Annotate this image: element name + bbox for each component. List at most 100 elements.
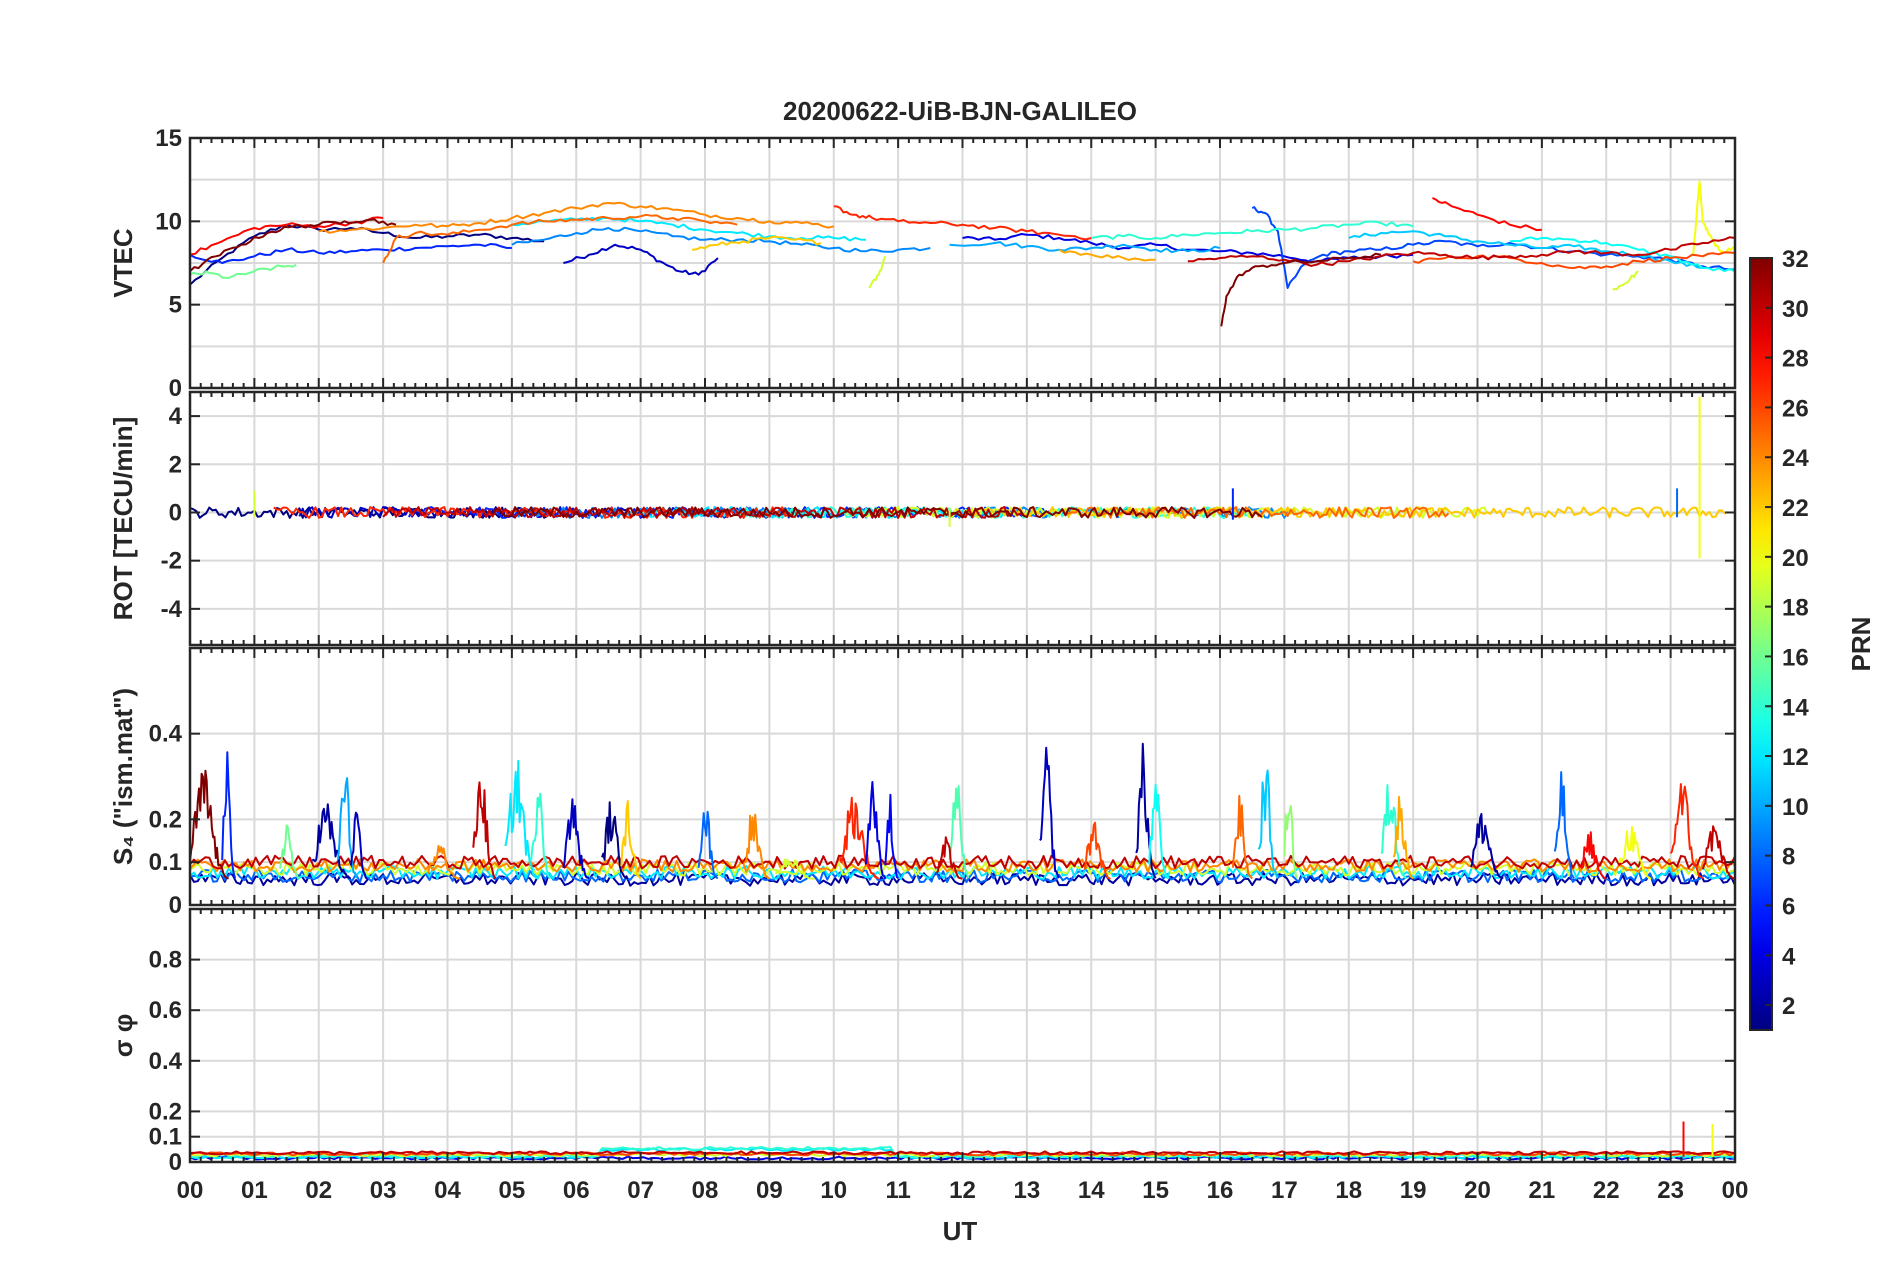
vtec-trace-prn-14 [1091, 220, 1414, 241]
vtec-trace-prn-19 [1612, 270, 1639, 291]
vtec-trace-prn-20 [1692, 180, 1735, 255]
colorbar-tick-label: 14 [1782, 694, 1809, 721]
colorbar-tick-label: 32 [1782, 246, 1809, 273]
rot-trace-prn-32 [491, 506, 1263, 519]
x-tick-label: 17 [1271, 1177, 1298, 1204]
colorbar-tick-label: 12 [1782, 744, 1809, 771]
s4-burst-prn-28 [1579, 831, 1607, 880]
vtec-trace-prn-11 [1348, 230, 1703, 269]
panel-s4: 0 0.1 0.2 0.4 S₄ ("ism.mat") [108, 646, 1737, 919]
s4-burst-prn-17 [1283, 804, 1299, 879]
y-tick-label: 0 [169, 499, 182, 526]
s4-burst-prn-23 [1392, 795, 1414, 880]
colorbar-tick-label: 18 [1782, 595, 1809, 622]
x-tick-label: 08 [692, 1177, 719, 1204]
s4-burst-prn-2 [1470, 813, 1504, 880]
y-tick-label: 0.1 [149, 1124, 182, 1151]
colorbar-label: PRN [1846, 617, 1876, 672]
s4-burst-prn-30 [935, 836, 963, 880]
s4-burst-prn-12 [504, 759, 538, 880]
panel-rot: -4 -2 0 2 4 ROT [TECU/min] [108, 390, 1737, 647]
colorbar-tick-label: 4 [1782, 943, 1796, 970]
s4-burst-prn-19 [774, 858, 815, 880]
x-tick-label: 20 [1464, 1177, 1491, 1204]
x-tick-label: 11 [885, 1177, 910, 1204]
vtec-trace-prn-32 [1220, 252, 1382, 327]
vtec-trace-prn-30 [1187, 236, 1735, 267]
chart-title: 20200622-UiB-BJN-GALILEO [783, 96, 1137, 126]
x-tick-label: 01 [241, 1177, 268, 1204]
s4-burst-prn-30 [1701, 825, 1735, 880]
colorbar-tick-label: 26 [1782, 395, 1809, 422]
panel-vtec: 0 5 10 15 VTEC [108, 125, 1737, 402]
x-tick-label: 12 [949, 1177, 976, 1204]
x-tick-label: 14 [1078, 1177, 1105, 1204]
y-tick-label: 0.8 [149, 947, 182, 974]
s4-burst-prn-14 [1380, 784, 1408, 880]
s4-burst-prn-11 [1257, 769, 1279, 879]
vtec-trace-prn-6 [190, 243, 512, 264]
colorbar-tick-label: 22 [1782, 495, 1809, 522]
y-tick-label: 4 [169, 403, 183, 430]
x-tick-label: 04 [434, 1177, 461, 1204]
vtec-trace-prn-25 [382, 213, 738, 264]
vtec-trace-prn-10 [949, 241, 1221, 254]
vtec-trace-prn-9 [511, 226, 931, 253]
s4-burst-prn-24 [427, 844, 461, 880]
vtec-trace-prn-26 [1412, 251, 1735, 270]
vtec-trace-prn-1 [190, 223, 545, 286]
vtec-trace-prn-23 [1058, 248, 1156, 262]
s4-burst-prn-2 [311, 803, 352, 880]
y-tick-label: 10 [155, 208, 182, 235]
s4-burst-prn-3 [562, 798, 590, 880]
vtec-trace-prn-28 [1432, 197, 1542, 232]
s4-burst-prn-20 [1618, 826, 1652, 880]
x-tick-label: 15 [1142, 1177, 1169, 1204]
colorbar-tick-label: 16 [1782, 644, 1809, 671]
y-tick-label: 0.4 [149, 721, 183, 748]
y-axis-label: VTEC [108, 228, 138, 298]
s4-burst-prn-14 [530, 792, 552, 880]
y-tick-label: 5 [169, 292, 182, 319]
x-tick-label: 00 [1722, 1177, 1749, 1204]
x-tick-label: 05 [499, 1177, 526, 1204]
colorbar-tick-label: 30 [1782, 296, 1809, 323]
s4-burst-prn-2 [1135, 742, 1157, 879]
colorbar-tick-label: 10 [1782, 794, 1809, 821]
x-tick-label: 02 [305, 1177, 332, 1204]
y-axis-label: S₄ ("ism.mat") [108, 688, 138, 865]
s4-burst-prn-5 [884, 793, 899, 879]
s4-burst-prn-27 [839, 796, 879, 880]
s4-burst-prn-6 [221, 751, 237, 879]
s4-burst-prn-3 [1039, 746, 1060, 879]
panel-sigma_phi: 00.10.2 0.4 0.6 0.8 σ φ 00 01 02 03 04 05 06 07 08 09 1… [108, 907, 1749, 1204]
y-tick-label: 0.4 [149, 1048, 183, 1075]
vtec-trace-prn-19 [868, 255, 887, 289]
y-axis-label: ROT [TECU/min] [108, 417, 138, 621]
y-tick-label: 2 [169, 451, 182, 478]
x-tick-label: 00 [177, 1177, 204, 1204]
vtec-trace-prn-16 [190, 263, 297, 279]
s4-burst-prn-16 [279, 824, 301, 880]
colorbar-gradient [1749, 257, 1773, 1031]
s4-burst-prn-26 [1083, 821, 1112, 880]
vtec-trace-prn-24 [318, 201, 835, 234]
s4-burst-prn-32 [190, 769, 229, 880]
colorbar-tick-label: 8 [1782, 844, 1795, 871]
s4-burst-prn-10 [337, 777, 359, 879]
vtec-trace-prn-32 [190, 218, 397, 273]
colorbar-tick-label: 24 [1782, 445, 1809, 472]
s4-burst-prn-1 [601, 801, 629, 880]
x-tick-label: 19 [1400, 1177, 1427, 1204]
vtec-trace-prn-22 [692, 235, 822, 251]
s4-burst-prn-22 [620, 800, 642, 880]
y-axis-label: σ φ [108, 1014, 138, 1058]
data-layer [190, 742, 1735, 887]
colorbar-tick-label: 2 [1782, 993, 1795, 1020]
y-tick-label: 0 [169, 892, 182, 919]
y-tick-label: 0 [169, 1149, 182, 1176]
s4-burst-prn-15 [948, 785, 970, 879]
